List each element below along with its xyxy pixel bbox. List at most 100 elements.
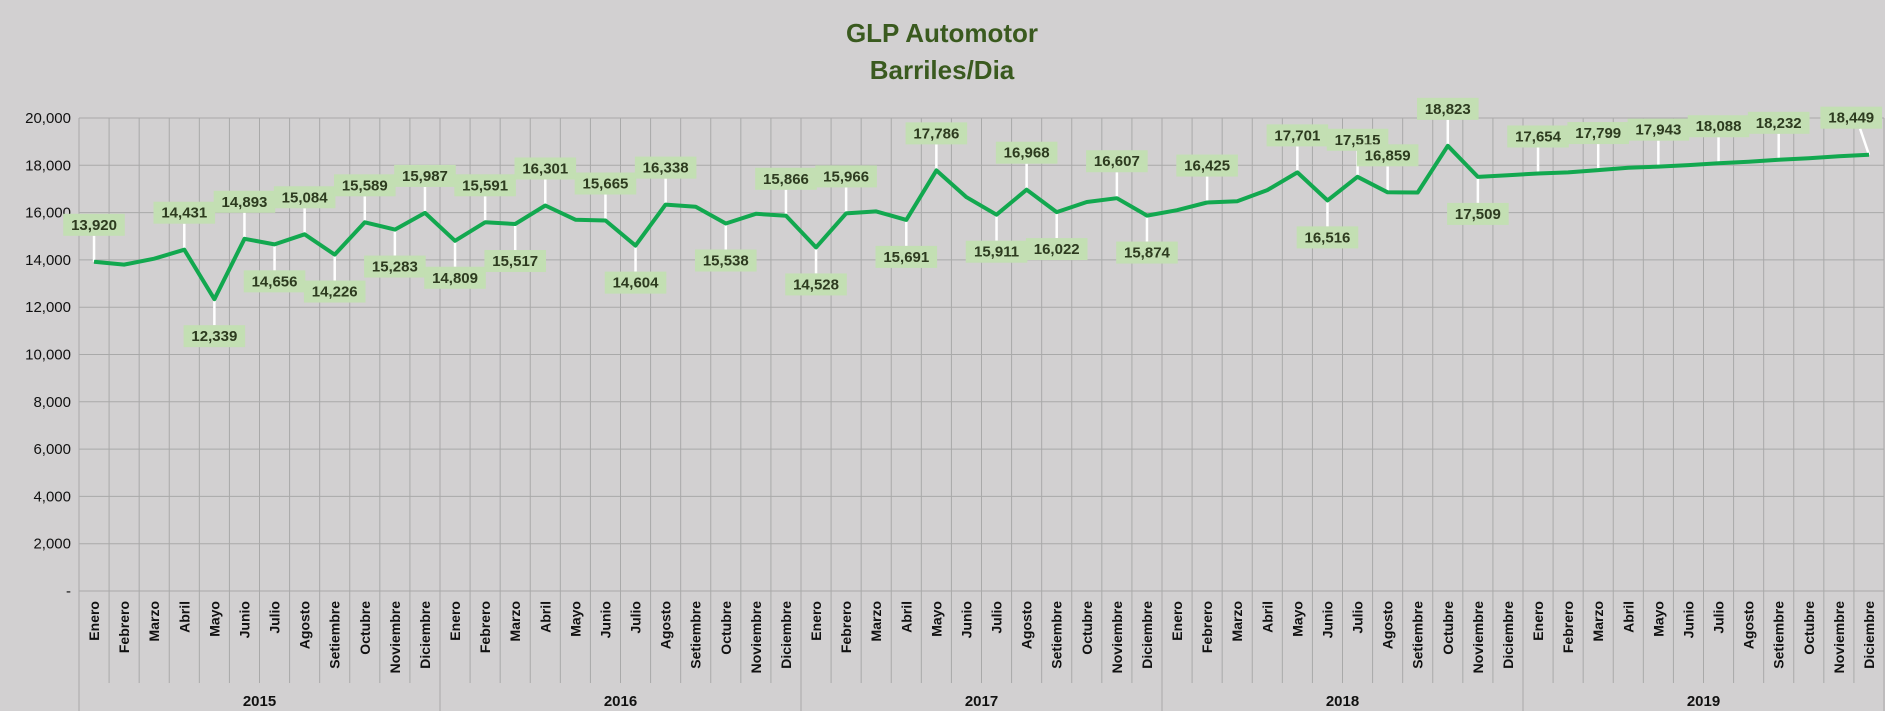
month-tick-label: Marzo (868, 601, 884, 641)
data-label: 14,893 (222, 194, 268, 211)
y-tick-label: 12,000 (25, 299, 71, 316)
month-tick-label: Diciembre (1861, 601, 1877, 669)
month-tick-label: Julio (267, 601, 283, 634)
data-label: 16,022 (1034, 241, 1080, 258)
data-label-box (965, 240, 1028, 263)
data-label-box (785, 273, 847, 296)
data-label-box (1266, 124, 1329, 147)
month-tick-label: Octubre (1079, 601, 1095, 655)
month-tick-label: Mayo (1289, 601, 1305, 637)
month-tick-label: Enero (1169, 601, 1185, 641)
data-label-box (574, 172, 637, 195)
data-label-box (394, 164, 456, 187)
month-tick-label: Agosto (1380, 601, 1396, 649)
y-tick-label: 18,000 (25, 157, 71, 174)
data-label-box (273, 186, 336, 209)
month-tick-label: Noviembre (1109, 601, 1125, 674)
month-tick-label: Junio (1319, 601, 1335, 638)
data-label: 14,528 (793, 276, 839, 293)
month-tick-label: Enero (808, 601, 824, 641)
month-tick-label: Enero (86, 601, 102, 641)
month-tick-label: Agosto (658, 601, 674, 649)
month-tick-label: Abril (1620, 601, 1636, 633)
y-tick-label: 2,000 (33, 536, 71, 553)
data-label: 15,911 (974, 244, 1019, 261)
month-tick-label: Marzo (1229, 601, 1245, 641)
data-label-box (424, 266, 486, 289)
data-label: 15,084 (282, 189, 329, 206)
label-leaders (92, 119, 1871, 326)
month-tick-label: Diciembre (778, 601, 794, 669)
month-tick-label: Noviembre (387, 601, 403, 674)
month-tick-label: Setiembre (1410, 601, 1426, 669)
data-label: 17,509 (1455, 206, 1501, 223)
month-tick-label: Diciembre (417, 601, 433, 669)
data-label: 12,339 (191, 328, 237, 345)
data-label-box (454, 174, 516, 197)
month-tick-label: Noviembre (1831, 601, 1847, 674)
data-label: 15,589 (342, 177, 388, 194)
data-label: 14,604 (613, 275, 660, 292)
data-label-box (1820, 106, 1882, 129)
data-label-box (875, 245, 938, 268)
month-tick-label: Marzo (146, 601, 162, 641)
data-label-box (484, 250, 547, 273)
month-tick-label: Febrero (838, 601, 854, 653)
data-label: 17,799 (1575, 125, 1621, 142)
month-tick-label: Abril (537, 601, 553, 633)
year-label: 2015 (243, 693, 276, 710)
month-tick-label: Julio (989, 601, 1005, 634)
data-label: 16,425 (1184, 158, 1230, 175)
data-label-box (604, 271, 667, 294)
y-tick-label: 10,000 (25, 347, 71, 364)
data-label-box (1086, 150, 1148, 173)
data-label: 14,809 (432, 270, 478, 287)
data-label: 17,786 (913, 125, 959, 142)
data-label-box (905, 122, 968, 145)
month-tick-label: Setiembre (688, 601, 704, 669)
data-label-box (514, 157, 577, 180)
month-tick-label: Mayo (1650, 601, 1666, 637)
month-tick-label: Marzo (507, 601, 523, 641)
data-label-box (1296, 226, 1359, 249)
month-tick-label: Octubre (1440, 601, 1456, 655)
data-label: 15,517 (492, 253, 538, 270)
data-label-box (1176, 154, 1238, 177)
data-label-box (1025, 238, 1088, 261)
month-tick-label: Mayo (206, 601, 222, 637)
month-tick-label: Julio (1350, 601, 1366, 634)
month-tick-label: Noviembre (748, 601, 764, 674)
data-label: 14,656 (252, 273, 298, 290)
data-label-box (694, 249, 757, 272)
year-label: 2016 (604, 693, 637, 710)
month-tick-label: Abril (898, 601, 914, 633)
data-label: 16,516 (1305, 229, 1351, 246)
month-tick-label: Mayo (928, 601, 944, 637)
axes: - 2,000 4,000 6,000 8,000 10,000 12,000 14,000 1… (25, 110, 1877, 710)
y-tick-label: - (66, 583, 71, 600)
data-label-box (213, 190, 276, 213)
data-label-box (1116, 241, 1178, 264)
data-label-box (1507, 125, 1569, 148)
data-label-box (1416, 97, 1479, 120)
month-tick-label: Agosto (297, 601, 313, 649)
data-label-box (1356, 144, 1419, 167)
data-label-box (1687, 115, 1750, 138)
y-tick-label: 20,000 (25, 110, 71, 127)
month-tick-label: Junio (1680, 601, 1696, 638)
month-tick-label: Octubre (718, 601, 734, 655)
data-label-box (755, 167, 817, 190)
data-label-box (1627, 118, 1690, 141)
data-label: 15,283 (372, 259, 418, 276)
data-label: 18,823 (1425, 101, 1471, 118)
month-tick-label: Febrero (116, 601, 132, 653)
y-tick-label: 14,000 (25, 252, 71, 269)
month-tick-label: Agosto (1019, 601, 1035, 649)
data-label: 15,874 (1124, 245, 1171, 262)
y-tick-label: 8,000 (33, 394, 71, 411)
month-tick-label: Abril (1259, 601, 1275, 633)
data-label-box (63, 213, 125, 236)
month-tick-label: Diciembre (1500, 601, 1516, 669)
